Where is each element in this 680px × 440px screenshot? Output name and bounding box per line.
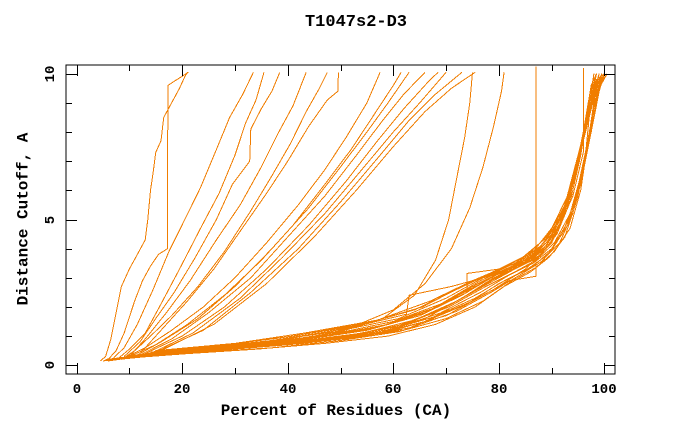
model-curve	[134, 72, 473, 357]
model-curve	[118, 73, 605, 360]
model-curve	[139, 72, 505, 356]
model-curve	[129, 72, 402, 357]
y-tick-label: 10	[43, 65, 59, 83]
model-curve	[107, 71, 189, 360]
model-curve	[123, 72, 281, 357]
model-curve	[134, 72, 410, 357]
model-curve	[128, 72, 307, 357]
x-tick-label: 0	[72, 382, 82, 398]
x-tick-label: 100	[591, 382, 617, 398]
model-curve	[113, 72, 254, 359]
model-curve	[110, 73, 603, 360]
model-curve	[139, 72, 339, 354]
x-tick-label: 60	[384, 382, 402, 398]
x-tick-label: 80	[490, 382, 508, 398]
model-curve	[150, 73, 603, 353]
model-curve	[155, 73, 605, 352]
model-curve	[124, 73, 603, 359]
plot-frame	[65, 64, 616, 375]
model-curve	[108, 73, 597, 360]
model-curve	[139, 71, 426, 356]
model-curve	[99, 72, 188, 362]
model-curve	[160, 71, 476, 352]
y-axis-title: Distance Cutoff, A	[14, 132, 33, 306]
model-curve	[113, 66, 537, 360]
x-tick-label: 20	[173, 382, 191, 398]
model-curve	[105, 73, 605, 360]
model-curve	[126, 73, 600, 357]
model-curve	[124, 73, 605, 359]
model-curve	[145, 73, 600, 355]
model-curves-group	[99, 66, 608, 362]
y-tick-label: 5	[43, 215, 59, 225]
model-curve	[150, 71, 447, 355]
model-curve	[144, 71, 439, 355]
model-curve	[155, 71, 463, 353]
model-curve	[129, 67, 584, 357]
model-curve	[102, 73, 595, 362]
x-tick-label: 40	[279, 382, 297, 398]
y-tick-label: 0	[43, 360, 59, 370]
model-curve	[116, 73, 597, 360]
model-curve	[121, 72, 328, 360]
x-axis-title: Percent of Residues (CA)	[220, 402, 452, 420]
model-curve	[118, 72, 265, 359]
chart-title: T1047s2-D3	[304, 13, 408, 32]
model-curve	[108, 73, 600, 362]
model-curve	[123, 72, 381, 359]
model-curve	[102, 73, 595, 362]
